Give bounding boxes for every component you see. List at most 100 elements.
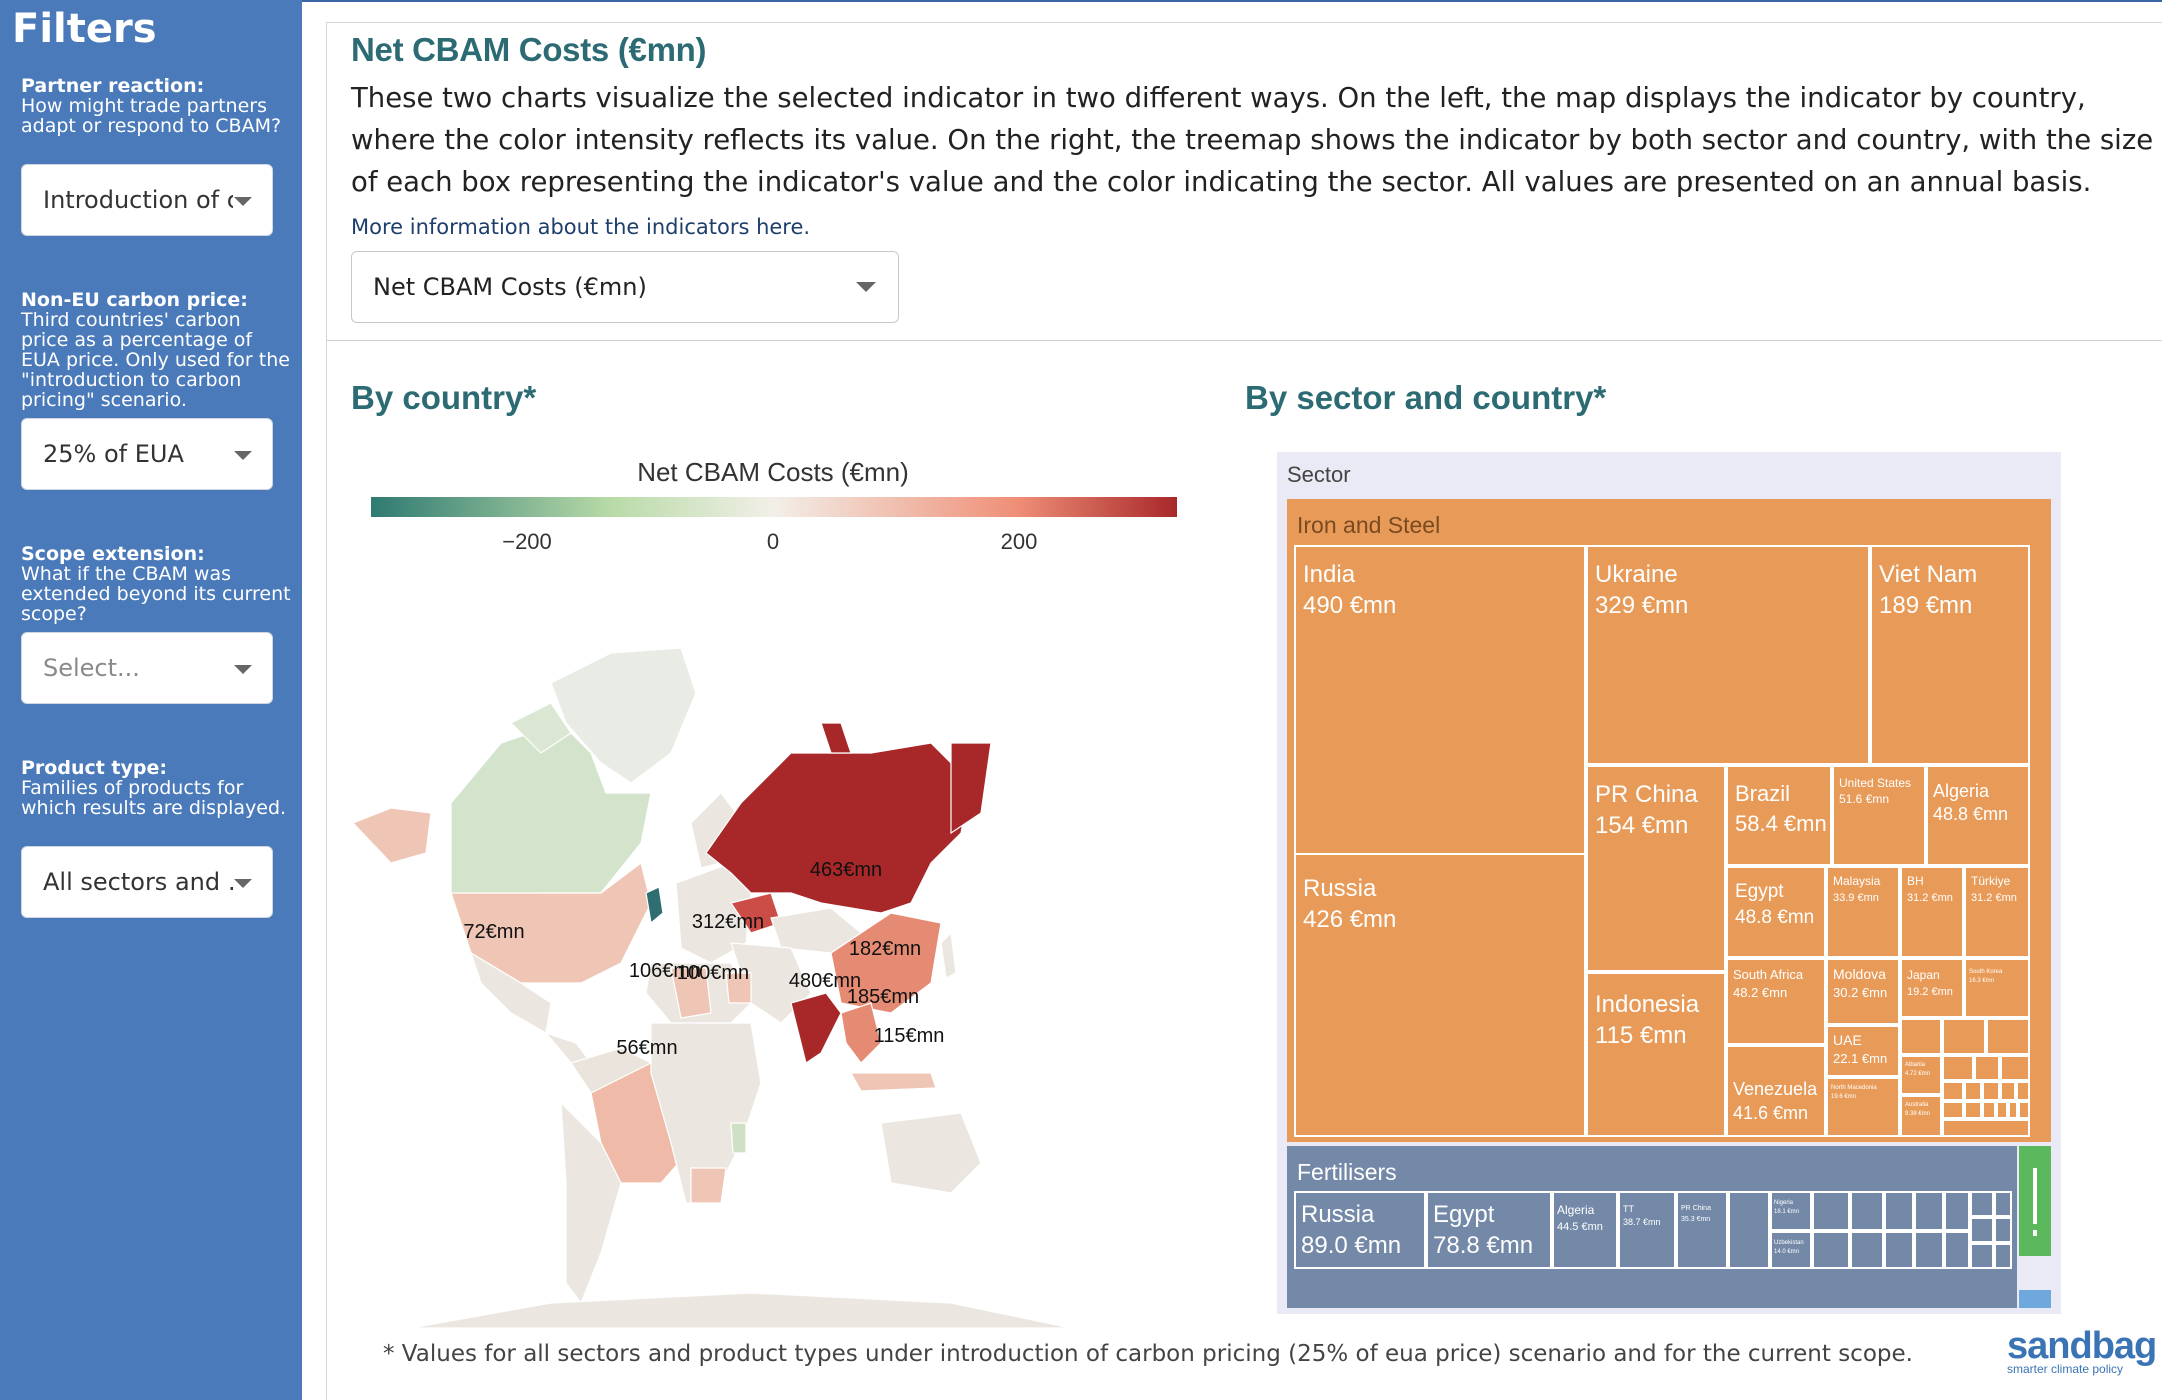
treemap-label: PR China [1681,1205,1711,1212]
treemap-label: Algeria [1933,781,1990,801]
treemap[interactable]: Sector Iron and Steel [1277,452,2067,1317]
exclamation-dot [2033,1230,2037,1236]
treemap-box [1974,1055,2000,1081]
chevron-down-icon [234,879,252,888]
map-label: 312€mn [692,911,764,933]
map-label: 185€mn [847,986,919,1008]
carbon-price-label-text: Third countries' carbon price as a perce… [21,309,290,411]
treemap-box [1964,958,2030,1018]
chevron-down-icon [234,665,252,674]
treemap-value: 4.72 €mn [1905,1071,1930,1077]
colorbar-tick: 200 [1001,529,1038,554]
more-info-link[interactable]: More information about the indicators he… [351,215,811,239]
country-japan [940,931,957,979]
country-egypt [725,972,752,1004]
scope-extension-label: Scope extension: What if the CBAM was ex… [21,544,291,624]
treemap-box [1942,1018,1986,1055]
product-type-label-text: Families of products for which results a… [21,777,287,819]
treemap-label: Moldova [1833,966,1886,982]
treemap-value: 78.8 €mn [1433,1232,1533,1259]
treemap-box [2000,1055,2030,1081]
treemap-label: Russia [1303,875,1377,902]
filters-sidebar: Filters Partner reaction: How might trad… [0,0,302,1400]
colorbar-title: Net CBAM Costs (€mn) [637,457,909,487]
treemap-value: 44.5 €mn [1557,1221,1603,1233]
treemap-box [1970,1217,1994,1243]
treemap-label: South Korea [1969,969,2003,975]
treemap-label: PR China [1595,781,1698,808]
logo-tagline: smarter climate policy [2007,1362,2124,1376]
treemap-box [1676,1191,1728,1269]
map-label: 182€mn [849,938,921,960]
treemap-value: 16.1 €mn [1774,1209,1799,1215]
treemap-value: 48.8 €mn [1933,804,2008,824]
country-russia [705,742,972,914]
country-uk [645,886,664,925]
fertilisers-boxes [1294,1191,2012,1269]
partner-reaction-dropdown[interactable]: Introduction of c… [21,164,273,236]
treemap-value: 426 €mn [1303,906,1396,933]
treemap-box [1726,958,1826,1045]
indicator-dropdown[interactable]: Net CBAM Costs (€mn) [351,251,899,323]
treemap-box [1884,1191,1914,1231]
treemap-label: Nigeria [1774,1200,1794,1206]
country-southeast-asia [840,1002,882,1064]
carbon-price-label-bold: Non-EU carbon price: [21,289,248,311]
map-label: 480€mn [789,970,861,992]
treemap-box [1970,1243,1994,1269]
country-arctic-islands [509,702,572,754]
treemap-value: 51.6 €mn [1839,792,1889,806]
treemap-label: Brazil [1735,781,1790,806]
treemap-value: 9.38 €mn [1905,1111,1930,1117]
treemap-label: South Africa [1733,967,1804,982]
treemap-box [1900,1095,1942,1137]
carbon-price-label: Non-EU carbon price: Third countries' ca… [21,290,291,410]
treemap-value: 48.8 €mn [1735,907,1814,928]
country-algeria [670,967,712,1019]
treemap-value: 35.3 €mn [1681,1216,1710,1223]
country-alaska [351,807,432,864]
logo-text: sandbag [2007,1325,2157,1367]
indicator-value: Net CBAM Costs (€mn) [373,273,647,301]
treemap-box [2016,1081,2030,1101]
treemap-box [1586,765,1726,972]
footnote: * Values for all sectors and product typ… [383,1341,1913,1367]
sidebar-title: Filters [12,6,157,52]
treemap-value: 19.6 €mn [1831,1094,1856,1100]
treemap-box [1914,1191,1944,1231]
treemap-box [1900,1018,1942,1055]
description: These two charts visualize the selected … [351,82,2154,198]
treemap-box [1850,1191,1884,1231]
product-type-dropdown[interactable]: All sectors and … [21,846,273,918]
treemap-box [1826,1025,1900,1077]
treemap-box [2000,1081,2016,1101]
treemap-value: 33.9 €mn [1833,892,1879,904]
treemap-label: BH [1907,874,1924,888]
treemap-box [1770,1191,1812,1231]
treemap-box [1942,1119,2030,1137]
treemap-box [1964,866,2030,958]
treemap-label: Australia [1905,1102,1929,1108]
treemap-box [1982,1101,1996,1119]
treemap-label: United States [1839,776,1911,790]
treemap-box [1770,1231,1812,1269]
treemap-label: Egypt [1735,881,1784,902]
treemap-box [1996,1101,2008,1119]
iron-steel-boxes [1294,545,2030,1137]
sector-other-2 [2019,1290,2051,1308]
treemap-box [1586,545,1870,765]
country-map[interactable]: Net CBAM Costs (€mn) −200 0 200 [351,423,1201,1333]
treemap-label: Albania [1905,1062,1926,1068]
country-south-america-south [560,1101,622,1305]
treemap-box [1986,1018,2030,1055]
treemap-label: Viet Nam [1879,561,1977,588]
country-greenland [550,647,697,784]
treemap-box [1726,765,1832,866]
country-mozambique [730,1122,747,1154]
treemap-value: 58.4 €mn [1735,811,1827,836]
treemap-label: Ukraine [1595,561,1678,588]
scope-extension-dropdown[interactable]: Select... [21,632,273,704]
scope-extension-label-text: What if the CBAM was extended beyond its… [21,563,291,625]
carbon-price-dropdown[interactable]: 25% of EUA [21,418,273,490]
map-label: 463€mn [810,859,882,881]
